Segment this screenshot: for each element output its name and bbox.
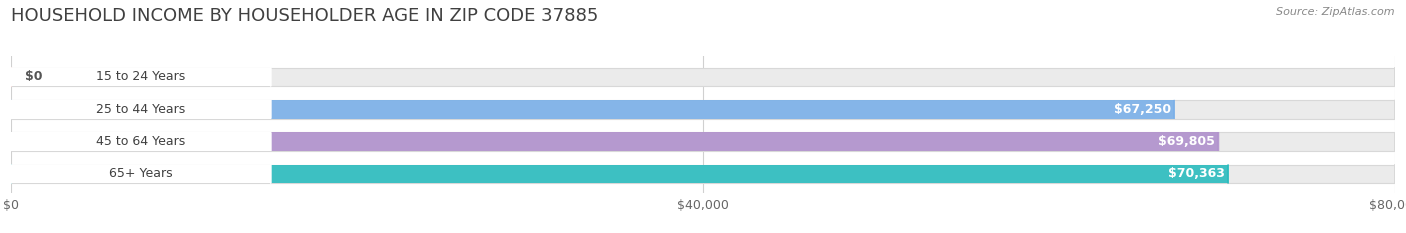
Text: $0: $0 xyxy=(25,70,42,83)
Text: HOUSEHOLD INCOME BY HOUSEHOLDER AGE IN ZIP CODE 37885: HOUSEHOLD INCOME BY HOUSEHOLDER AGE IN Z… xyxy=(11,7,599,25)
Bar xyxy=(11,68,1395,86)
Bar xyxy=(11,132,1395,151)
Bar xyxy=(11,164,270,183)
Text: 25 to 44 Years: 25 to 44 Years xyxy=(97,103,186,116)
Bar xyxy=(11,68,1395,86)
Bar xyxy=(11,100,1174,119)
Bar xyxy=(11,100,1395,119)
Text: $70,363: $70,363 xyxy=(1168,168,1225,181)
Text: 15 to 24 Years: 15 to 24 Years xyxy=(97,70,186,83)
Bar xyxy=(11,100,270,119)
Bar xyxy=(11,132,1219,151)
Bar xyxy=(11,68,270,86)
Bar xyxy=(11,132,270,151)
Bar xyxy=(11,164,1395,183)
Bar xyxy=(11,132,1395,151)
Text: 65+ Years: 65+ Years xyxy=(110,168,173,181)
Text: Source: ZipAtlas.com: Source: ZipAtlas.com xyxy=(1277,7,1395,17)
Text: 45 to 64 Years: 45 to 64 Years xyxy=(97,135,186,148)
Bar xyxy=(11,164,1227,183)
Text: $69,805: $69,805 xyxy=(1159,135,1215,148)
Bar xyxy=(11,100,1395,119)
Bar xyxy=(11,164,1395,183)
Text: $67,250: $67,250 xyxy=(1114,103,1171,116)
